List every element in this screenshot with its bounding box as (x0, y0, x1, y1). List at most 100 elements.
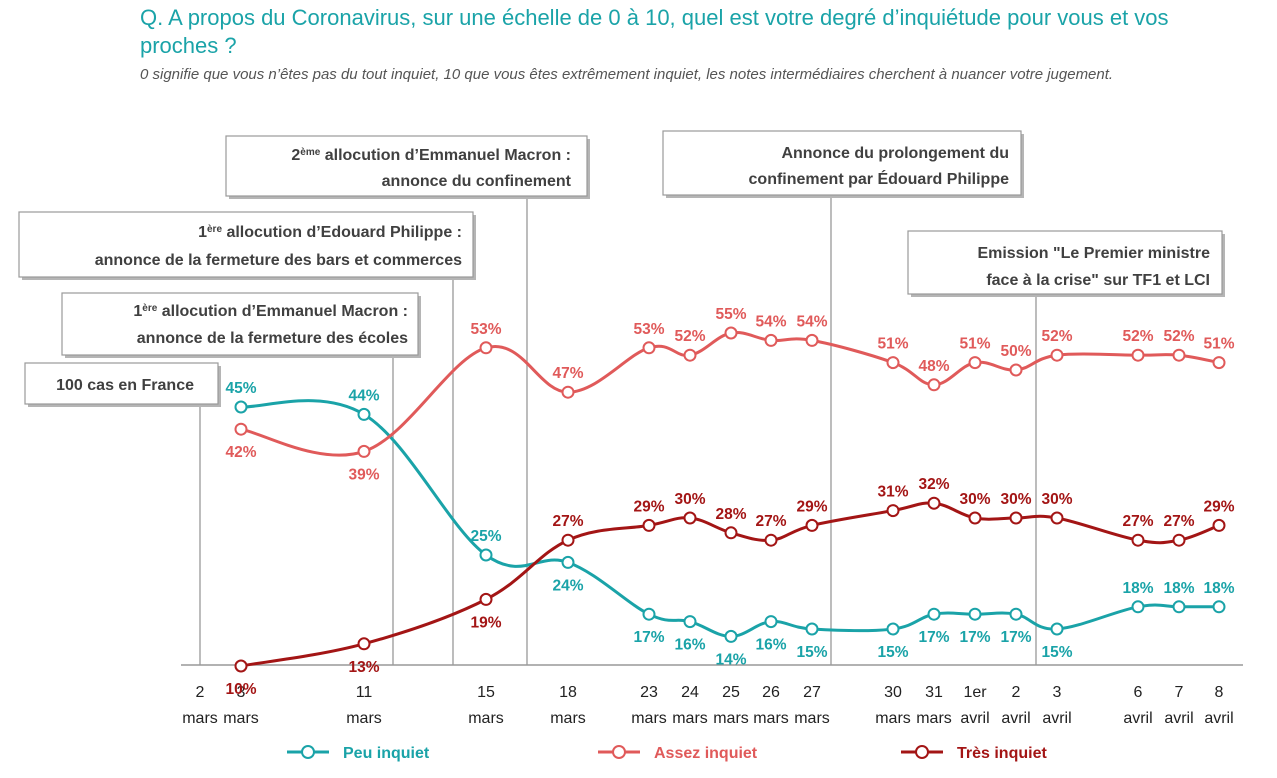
legend-marker (612, 745, 626, 759)
annotation-text: Emission "Le Premier ministre (977, 245, 1210, 262)
data-point (927, 607, 941, 621)
series-group (234, 326, 1226, 673)
data-label: 27% (1122, 513, 1153, 530)
data-label: 19% (470, 614, 501, 631)
data-point (642, 341, 656, 355)
data-point (1050, 348, 1064, 362)
data-label: 24% (552, 577, 583, 594)
data-label: 32% (918, 476, 949, 493)
data-point (1131, 600, 1145, 614)
x-tick-label: 30 (884, 684, 902, 701)
data-point (968, 356, 982, 370)
data-label: 39% (348, 466, 379, 483)
data-point (927, 496, 941, 510)
data-label: 27% (755, 513, 786, 530)
data-point (357, 444, 371, 458)
x-tick-sublabel: mars (346, 710, 382, 727)
data-point (561, 555, 575, 569)
data-point (968, 511, 982, 525)
data-label: 47% (552, 365, 583, 382)
data-label: 17% (918, 629, 949, 646)
legend-marker (915, 745, 929, 759)
data-point (357, 637, 371, 651)
data-label: 15% (877, 644, 908, 661)
data-point (561, 385, 575, 399)
x-tick-sublabel: mars (223, 710, 259, 727)
data-label: 50% (1000, 343, 1031, 360)
data-point (479, 592, 493, 606)
data-label: 30% (674, 491, 705, 508)
data-point (1131, 348, 1145, 362)
data-point (724, 326, 738, 340)
data-label: 15% (796, 644, 827, 661)
data-label: 16% (674, 637, 705, 654)
x-tick-sublabel: mars (916, 710, 952, 727)
data-point (479, 341, 493, 355)
data-point (1009, 607, 1023, 621)
data-point (683, 511, 697, 525)
x-tick-label: 1er (963, 684, 987, 701)
legend: Peu inquiet Assez inquiet Très inquiet (287, 745, 1047, 762)
x-tick-label: 23 (640, 684, 658, 701)
data-point (764, 615, 778, 629)
data-point (1172, 600, 1186, 614)
x-tick-label: 7 (1175, 684, 1184, 701)
data-label: 29% (633, 498, 664, 515)
data-point (886, 356, 900, 370)
x-tick-label: 2 (196, 684, 205, 701)
annotation-box (24, 362, 219, 405)
data-point (724, 526, 738, 540)
data-label: 15% (1041, 644, 1072, 661)
data-label: 17% (1000, 629, 1031, 646)
x-tick-label: 8 (1215, 684, 1224, 701)
data-label: 27% (1163, 513, 1194, 530)
annotation-boxes: 100 cas en France 1ère allocution d’Emman… (18, 130, 1225, 407)
x-tick-sublabel: mars (753, 710, 789, 727)
data-label: 52% (1122, 328, 1153, 345)
data-label: 17% (633, 629, 664, 646)
annotation-lines (199, 196, 1037, 665)
data-point (724, 629, 738, 643)
x-tick-sublabel: mars (631, 710, 667, 727)
x-tick-sublabel: mars (875, 710, 911, 727)
data-label: 44% (348, 387, 379, 404)
annotation-text: annonce de la fermeture des écoles (137, 330, 408, 347)
data-label: 51% (877, 336, 908, 353)
data-label: 54% (796, 313, 827, 330)
data-point (642, 607, 656, 621)
data-point (886, 504, 900, 518)
data-point (764, 333, 778, 347)
x-tick-sublabel: avril (1164, 710, 1193, 727)
x-tick-label: 2 (1012, 684, 1021, 701)
x-tick-sublabel: mars (672, 710, 708, 727)
x-tick-sublabel: mars (713, 710, 749, 727)
annotation-text: 1ère allocution d’Edouard Philippe : (198, 224, 462, 242)
legend-marker (301, 745, 315, 759)
x-tick-label: 3 (1053, 684, 1062, 701)
data-label: 42% (225, 444, 256, 461)
annotation-text: 2ème allocution d’Emmanuel Macron : (291, 147, 571, 165)
data-label: 25% (470, 528, 501, 545)
data-point (357, 407, 371, 421)
annotation-text: face à la crise" sur TF1 et LCI (986, 272, 1210, 289)
data-point (1009, 511, 1023, 525)
data-label: 28% (715, 506, 746, 523)
data-point (968, 607, 982, 621)
chart-title: Q. A propos du Coronavirus, sur une éche… (140, 5, 1169, 58)
data-point (683, 348, 697, 362)
data-label: 18% (1163, 580, 1194, 597)
x-tick-label: 31 (925, 684, 943, 701)
data-point (1172, 533, 1186, 547)
data-label: 45% (225, 380, 256, 397)
data-point (1212, 600, 1226, 614)
data-point (234, 400, 248, 414)
data-label: 27% (552, 513, 583, 530)
x-axis: 2mars3mars11mars15mars18mars23mars24mars… (181, 664, 1243, 727)
data-point (234, 659, 248, 673)
data-point (1050, 622, 1064, 636)
data-point (683, 615, 697, 629)
annotation-box (18, 211, 474, 278)
data-label: 53% (470, 321, 501, 338)
data-label: 14% (715, 651, 746, 668)
